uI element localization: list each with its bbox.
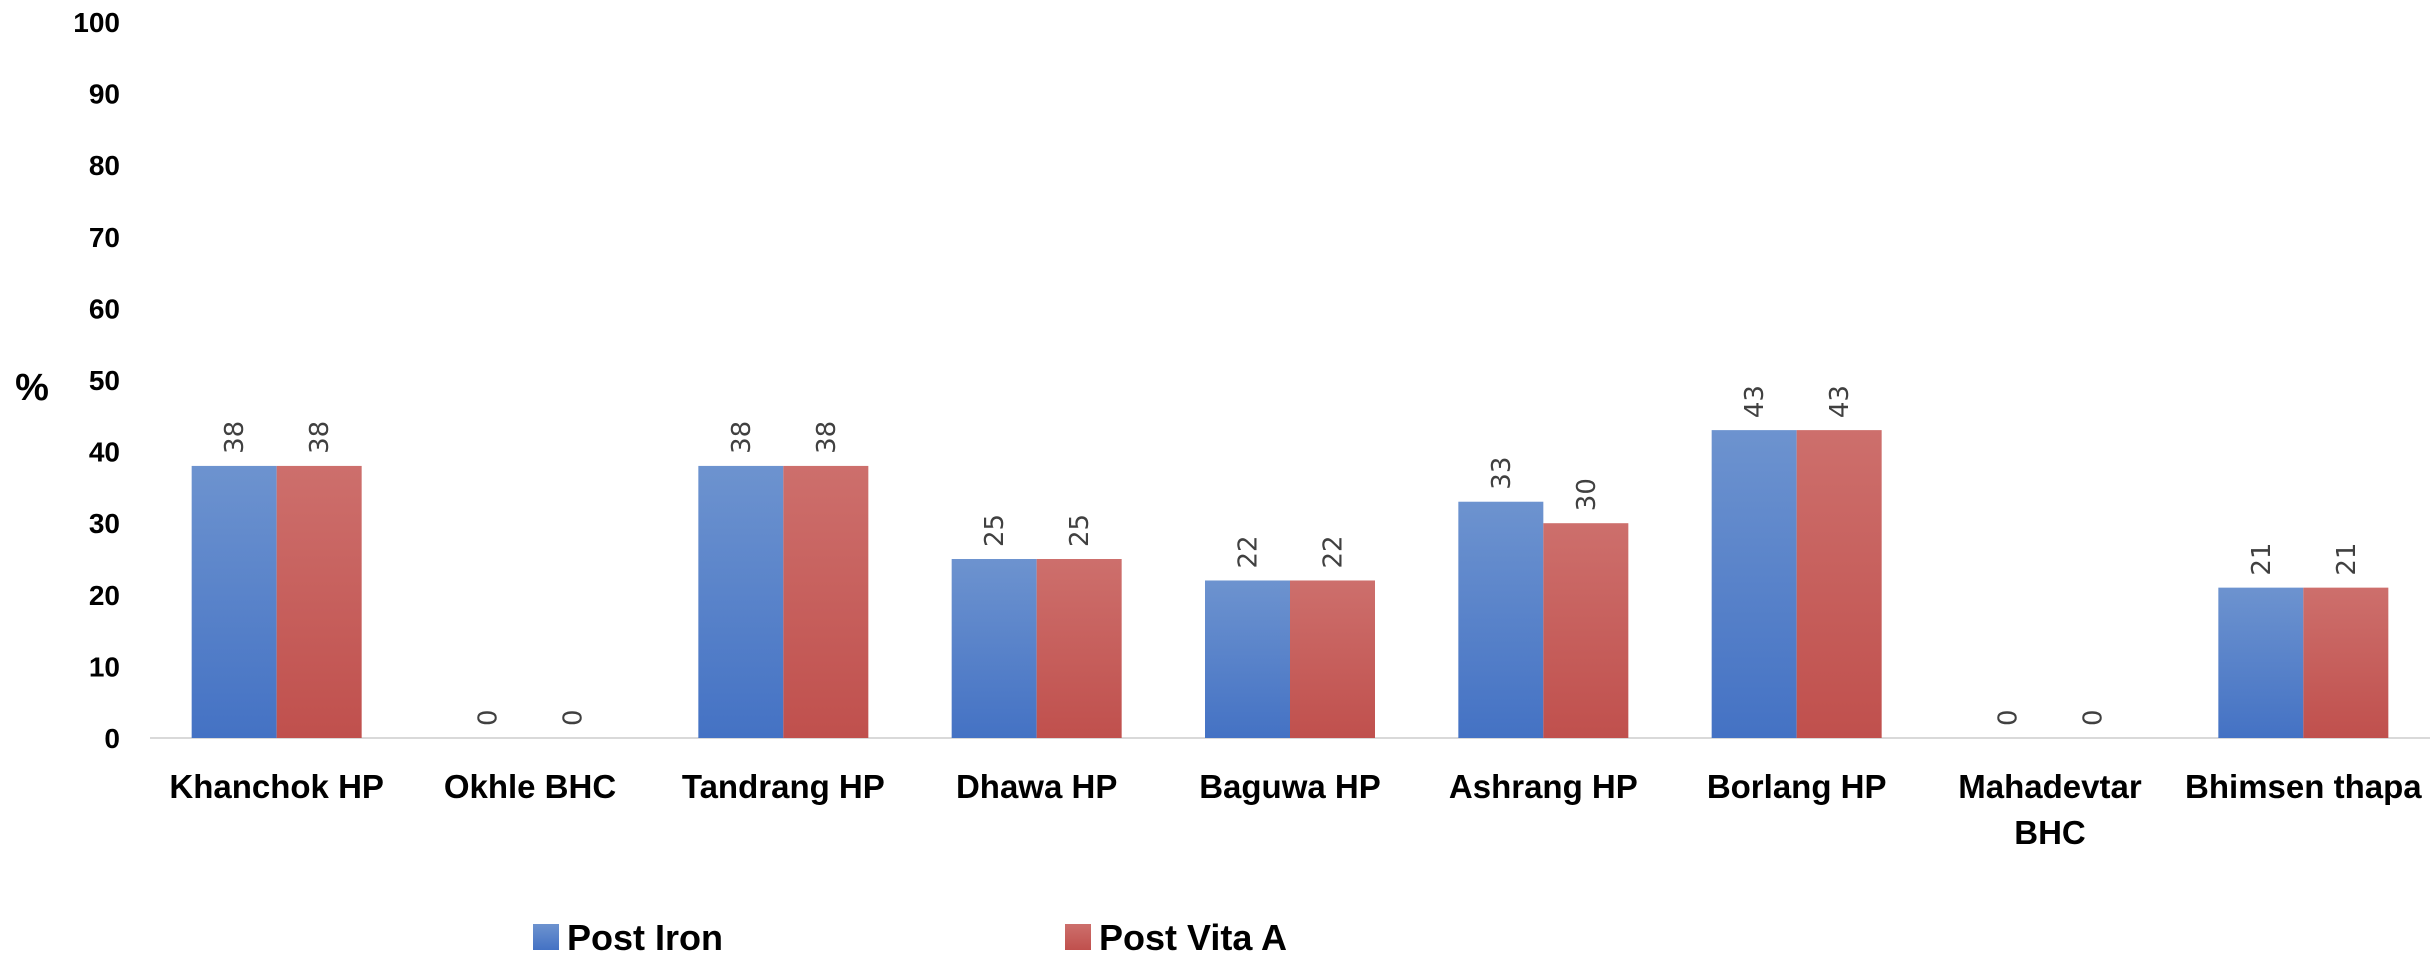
- data-label: 0: [2079, 709, 2109, 726]
- legend-label: Post Iron: [567, 917, 723, 953]
- x-tick-label: Tandrang HP: [682, 768, 885, 805]
- bar-post-vita-a: [1036, 559, 1122, 738]
- legend-item-post-iron: Post Iron: [533, 917, 723, 953]
- legend-swatch: [1065, 924, 1091, 950]
- data-label: 38: [220, 421, 250, 454]
- bars: [191, 430, 2389, 738]
- y-tick-label: 70: [89, 222, 120, 253]
- y-tick-label: 90: [89, 79, 120, 110]
- y-axis-label: %: [15, 367, 49, 409]
- bar-post-vita-a: [2303, 587, 2389, 738]
- bar-post-vita-a: [1796, 430, 1882, 738]
- y-axis: 0 10 20 30 40 50 60 70 80 90 100: [73, 7, 120, 754]
- bar-post-iron: [1458, 501, 1544, 738]
- bar-post-vita-a: [1543, 523, 1629, 738]
- x-tick-label: Mahadevtar BHC: [1958, 768, 2142, 851]
- x-axis: Khanchok HP Okhle BHC Tandrang HP Dhawa HP B…: [150, 737, 2430, 851]
- bar-post-vita-a: [1290, 580, 1375, 738]
- data-label: 25: [1065, 514, 1095, 547]
- bar-post-iron: [2218, 587, 2304, 738]
- y-tick-label: 0: [104, 723, 120, 754]
- x-tick-label: Baguwa HP: [1199, 768, 1381, 805]
- y-tick-label: 80: [89, 150, 120, 181]
- legend: Post Iron Post Vita A: [533, 917, 1287, 953]
- data-label: 38: [812, 421, 842, 454]
- data-label: 22: [1319, 535, 1349, 568]
- data-label: 0: [474, 709, 504, 726]
- y-tick-label: 50: [89, 365, 120, 396]
- bar-post-iron: [191, 465, 277, 738]
- legend-swatch: [533, 924, 559, 950]
- bar-post-iron: [698, 465, 784, 738]
- y-tick-label: 40: [89, 437, 120, 468]
- y-tick-label: 60: [89, 293, 120, 324]
- data-label: 22: [1234, 535, 1264, 568]
- x-tick-label: Okhle BHC: [444, 768, 616, 805]
- bar-post-iron: [951, 559, 1037, 738]
- data-label: 38: [727, 421, 757, 454]
- data-label: 43: [1825, 385, 1855, 418]
- data-label: 21: [2332, 543, 2362, 576]
- y-tick-label: 100: [73, 7, 120, 38]
- x-tick-label: Khanchok HP: [169, 768, 384, 805]
- legend-label: Post Vita A: [1099, 917, 1287, 953]
- data-label: 30: [1572, 478, 1602, 511]
- data-label: 0: [559, 709, 589, 726]
- y-tick-label: 10: [89, 651, 120, 682]
- legend-item-post-vita-a: Post Vita A: [1065, 917, 1287, 953]
- bar-post-iron: [1205, 580, 1290, 738]
- data-label: 43: [1740, 385, 1770, 418]
- data-label: 25: [980, 514, 1010, 547]
- x-tick-label: Ashrang HP: [1449, 768, 1638, 805]
- data-labels: 38 38 0 0 38 38 25 25 22 22 33 30 43 43 0 0 21 21: [220, 385, 2362, 726]
- bar-post-iron: [1711, 430, 1797, 738]
- data-label: 33: [1487, 457, 1517, 490]
- x-tick-label: Bhimsen thapa: [2185, 768, 2422, 805]
- x-tick-label: Borlang HP: [1707, 768, 1887, 805]
- bar-post-vita-a: [276, 465, 362, 738]
- x-tick-label: Dhawa HP: [956, 768, 1117, 805]
- data-label: 21: [2247, 543, 2277, 576]
- y-tick-label: 20: [89, 580, 120, 611]
- data-label: 0: [1994, 709, 2024, 726]
- y-tick-label: 30: [89, 508, 120, 539]
- bar-post-vita-a: [783, 465, 869, 738]
- data-label: 38: [305, 421, 335, 454]
